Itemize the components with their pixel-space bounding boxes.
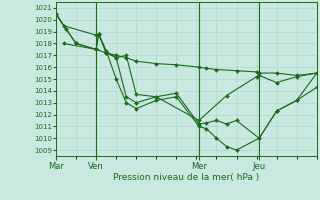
X-axis label: Pression niveau de la mer( hPa ): Pression niveau de la mer( hPa ) — [113, 173, 260, 182]
